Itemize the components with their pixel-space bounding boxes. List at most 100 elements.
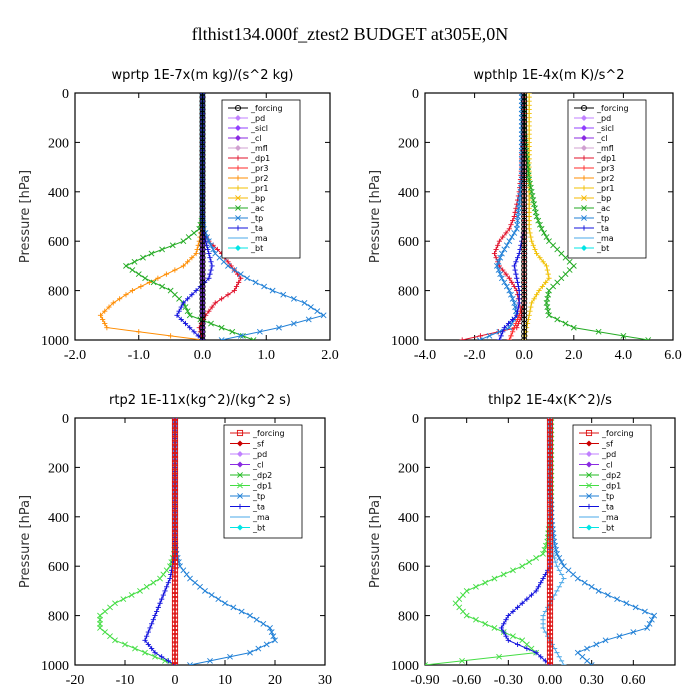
- data-point: [498, 275, 505, 282]
- data-point: [199, 217, 206, 224]
- data-point: [222, 600, 228, 607]
- data-point: [521, 291, 528, 298]
- data-point: [546, 616, 554, 623]
- data-point: [546, 653, 554, 660]
- data-point: [546, 649, 554, 656]
- panels-group: wprtp 1E-7x(m kg)/(s^2 kg) Pressure [hPa]…: [18, 68, 682, 688]
- legend-swatch-marker: [580, 244, 588, 252]
- data-point: [529, 300, 535, 306]
- data-point: [171, 517, 179, 524]
- y-tick-label: 800: [48, 610, 69, 625]
- data-point: [501, 246, 508, 253]
- legend-label: _ac: [250, 204, 264, 213]
- data-point: [171, 501, 179, 508]
- data-point: [521, 225, 528, 232]
- data-point: [199, 164, 206, 171]
- data-point: [192, 579, 198, 586]
- plot-frame: [74, 417, 326, 666]
- data-point: [509, 279, 515, 285]
- data-point: [176, 308, 182, 314]
- data-point: [199, 308, 206, 315]
- data-point: [533, 588, 539, 594]
- data-point: [171, 649, 179, 656]
- data-point: [207, 657, 213, 664]
- legend-swatch-marker: [235, 185, 241, 191]
- data-point: [171, 447, 179, 454]
- data-point: [165, 580, 171, 586]
- data-point: [516, 250, 522, 257]
- data-point: [630, 629, 637, 635]
- data-point: [171, 534, 179, 541]
- y-axis-label: Pressure [hPa]: [368, 495, 383, 588]
- data-point: [199, 106, 206, 113]
- data-point: [189, 255, 195, 261]
- legend-swatch-marker: [236, 429, 244, 437]
- legend-swatch-marker: [236, 461, 244, 468]
- data-point: [178, 304, 184, 310]
- data-point: [236, 279, 242, 285]
- data-point: [255, 645, 262, 652]
- data-point: [562, 320, 569, 327]
- data-point: [208, 259, 214, 265]
- data-point: [199, 196, 206, 204]
- x-tick-label: -2.0: [464, 348, 486, 363]
- data-point: [194, 246, 200, 253]
- data-point: [521, 192, 528, 199]
- data-point: [110, 300, 116, 306]
- data-point: [215, 596, 222, 603]
- data-point: [252, 279, 259, 286]
- chart-title: thlp2 1E-4x(K^2)/s: [488, 393, 612, 408]
- legend-label: _bt: [250, 244, 263, 253]
- data-point: [514, 641, 521, 648]
- data-point: [521, 180, 528, 187]
- legend-label: _bp: [250, 194, 265, 203]
- data-point: [546, 563, 554, 570]
- data-point: [199, 127, 206, 134]
- data-point: [199, 324, 206, 331]
- data-point: [620, 332, 627, 339]
- legend-swatch-marker: [234, 144, 242, 152]
- data-point: [247, 649, 253, 656]
- x-tick-label: -10: [116, 673, 135, 688]
- data-point: [491, 575, 498, 582]
- chart-title: wpthlp 1E-4x(m K)/s^2: [473, 68, 624, 83]
- legend-label: _bt: [596, 244, 609, 253]
- data-point: [498, 625, 504, 631]
- data-point: [150, 279, 157, 286]
- data-point: [238, 608, 245, 615]
- data-point: [199, 287, 206, 294]
- data-point: [511, 325, 517, 331]
- data-point: [152, 650, 158, 656]
- legend-swatch-marker: [237, 472, 243, 478]
- data-point: [546, 493, 554, 500]
- data-point: [616, 633, 623, 640]
- legend-swatch-marker: [236, 524, 244, 531]
- data-point: [521, 229, 528, 237]
- data-point: [521, 316, 528, 323]
- data-point: [641, 608, 648, 615]
- data-point: [160, 571, 167, 578]
- data-point: [512, 267, 518, 273]
- data-point: [171, 513, 179, 520]
- data-point: [145, 629, 151, 635]
- data-point: [495, 267, 502, 273]
- data-point: [149, 645, 155, 652]
- data-point: [521, 258, 528, 265]
- data-point: [546, 600, 554, 607]
- data-point: [199, 205, 206, 212]
- data-point: [231, 267, 238, 273]
- data-point: [199, 180, 206, 187]
- data-point: [230, 604, 237, 611]
- legend-box: [221, 99, 301, 259]
- data-point: [546, 633, 554, 640]
- data-point: [463, 612, 470, 619]
- data-point: [584, 657, 590, 664]
- data-point: [651, 612, 658, 619]
- data-point: [100, 316, 106, 323]
- data-point: [503, 283, 510, 290]
- data-point: [171, 460, 179, 467]
- data-point: [97, 625, 103, 631]
- legend-swatch-marker: [585, 450, 593, 458]
- data-point: [140, 254, 146, 261]
- data-point: [521, 304, 528, 311]
